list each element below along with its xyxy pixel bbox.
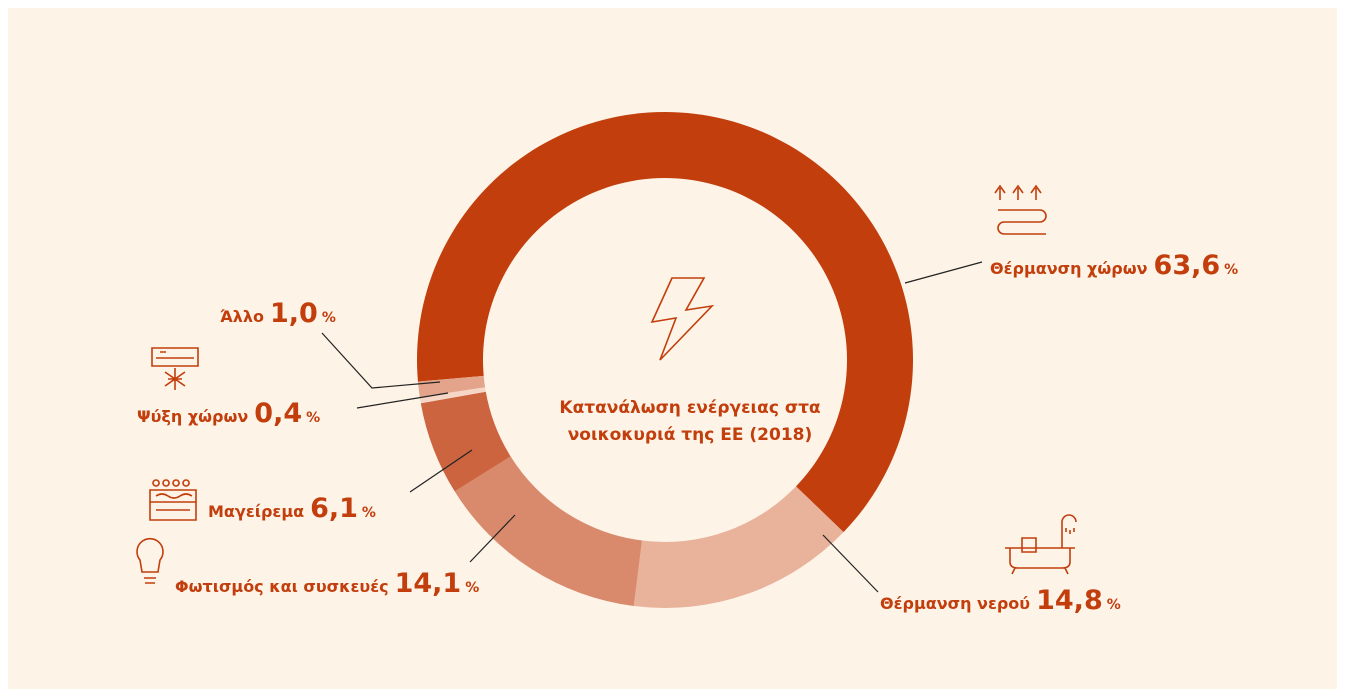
value-label: 63,6	[1154, 250, 1221, 281]
segment-label: Μαγείρεμα 6,1%	[208, 493, 376, 524]
unit-label: %	[465, 580, 479, 596]
category-name: Μαγείρεμα	[208, 502, 304, 521]
category-name: Θέρμανση νερού	[880, 594, 1030, 613]
center-title: Κατανάλωση ενέργειας στα νοικοκυριά της …	[559, 398, 821, 445]
value-label: 6,1	[310, 493, 358, 524]
unit-label: %	[1224, 262, 1238, 278]
donut-segment	[419, 387, 486, 404]
segment-label: Φωτισμός και συσκευές 14,1%	[175, 568, 479, 599]
heating-icon	[994, 184, 1047, 235]
donut-segment	[417, 111, 913, 533]
leaders	[321, 261, 983, 593]
bolt-icon	[650, 277, 715, 361]
ac-icon	[151, 347, 199, 390]
value-label: 14,8	[1036, 585, 1103, 616]
category-name: Ψύξη χώρων	[137, 407, 248, 426]
leader-line	[822, 534, 879, 593]
segment-label: Άλλο 1,0%	[220, 298, 336, 329]
bulb-icon	[136, 537, 164, 584]
unit-label: %	[362, 505, 376, 521]
category-name: Φωτισμός και συσκευές	[175, 577, 389, 596]
leader-line	[321, 332, 441, 389]
leader-line	[904, 261, 983, 284]
category-name: Θέρμανση χώρων	[990, 259, 1148, 278]
value-label: 1,0	[270, 298, 318, 329]
leader-line	[469, 514, 516, 563]
donut-segment	[417, 375, 486, 398]
bath-icon	[1005, 514, 1077, 575]
donut-segment	[633, 486, 844, 609]
segment-label: Θέρμανση χώρων 63,6%	[990, 250, 1238, 281]
segment-label: Ψύξη χώρων 0,4%	[137, 398, 320, 429]
unit-label: %	[322, 310, 336, 326]
icons	[136, 184, 1077, 584]
donut-segment	[420, 391, 511, 492]
category-name: Άλλο	[220, 307, 264, 326]
unit-label: %	[306, 410, 320, 426]
leader-line	[356, 392, 449, 409]
leader-line	[409, 449, 473, 493]
oven-icon	[149, 479, 197, 521]
donut	[417, 111, 913, 609]
unit-label: %	[1107, 597, 1121, 613]
segment-label: Θέρμανση νερού 14,8%	[880, 585, 1121, 616]
donut-segment	[454, 456, 643, 607]
value-label: 0,4	[254, 398, 302, 429]
value-label: 14,1	[395, 568, 462, 599]
